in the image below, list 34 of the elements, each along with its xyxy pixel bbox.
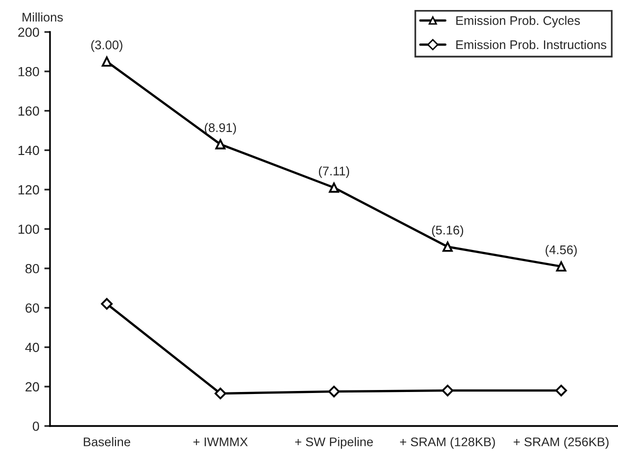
legend-label: Emission Prob. Cycles [456, 16, 580, 28]
point [102, 56, 112, 67]
y-tick-label: 40 [25, 342, 40, 352]
x-tick-label: + SW Pipeline [295, 437, 373, 449]
x-tick-label: + SRAM (128KB) [400, 437, 495, 449]
annotation: (3.00) [91, 40, 122, 52]
y-axis-title: Millions [22, 12, 63, 22]
point [442, 384, 454, 396]
legend-label: Emission Prob. Instructions [456, 40, 606, 50]
y-tick-label: 0 [32, 422, 40, 431]
point [328, 182, 340, 193]
point [442, 242, 453, 252]
x-tick-label: Baseline [84, 437, 130, 446]
point [555, 384, 568, 396]
point [328, 386, 340, 398]
annotation: (4.56) [546, 245, 577, 257]
y-tick-label: 200 [18, 28, 40, 37]
x-tick-label: + SRAM (256KB) [514, 437, 609, 449]
point [214, 388, 226, 400]
y-tick-label: 60 [26, 303, 40, 313]
y-tick-label: 140 [18, 146, 40, 156]
y-tick-label: 180 [18, 66, 40, 76]
point [556, 261, 566, 272]
y-tick-label: 20 [26, 382, 40, 392]
y-tick-label: 100 [18, 224, 40, 234]
annotation: (5.16) [432, 225, 464, 237]
y-tick-label: 80 [25, 264, 40, 274]
y-tick-label: 120 [18, 185, 40, 195]
x-tick-label: + IWMMX [193, 438, 248, 446]
annotation: (7.11) [318, 166, 350, 178]
point [215, 139, 226, 150]
y-tick-label: 160 [18, 106, 40, 116]
annotation: (8.91) [204, 122, 236, 135]
point [100, 298, 113, 310]
